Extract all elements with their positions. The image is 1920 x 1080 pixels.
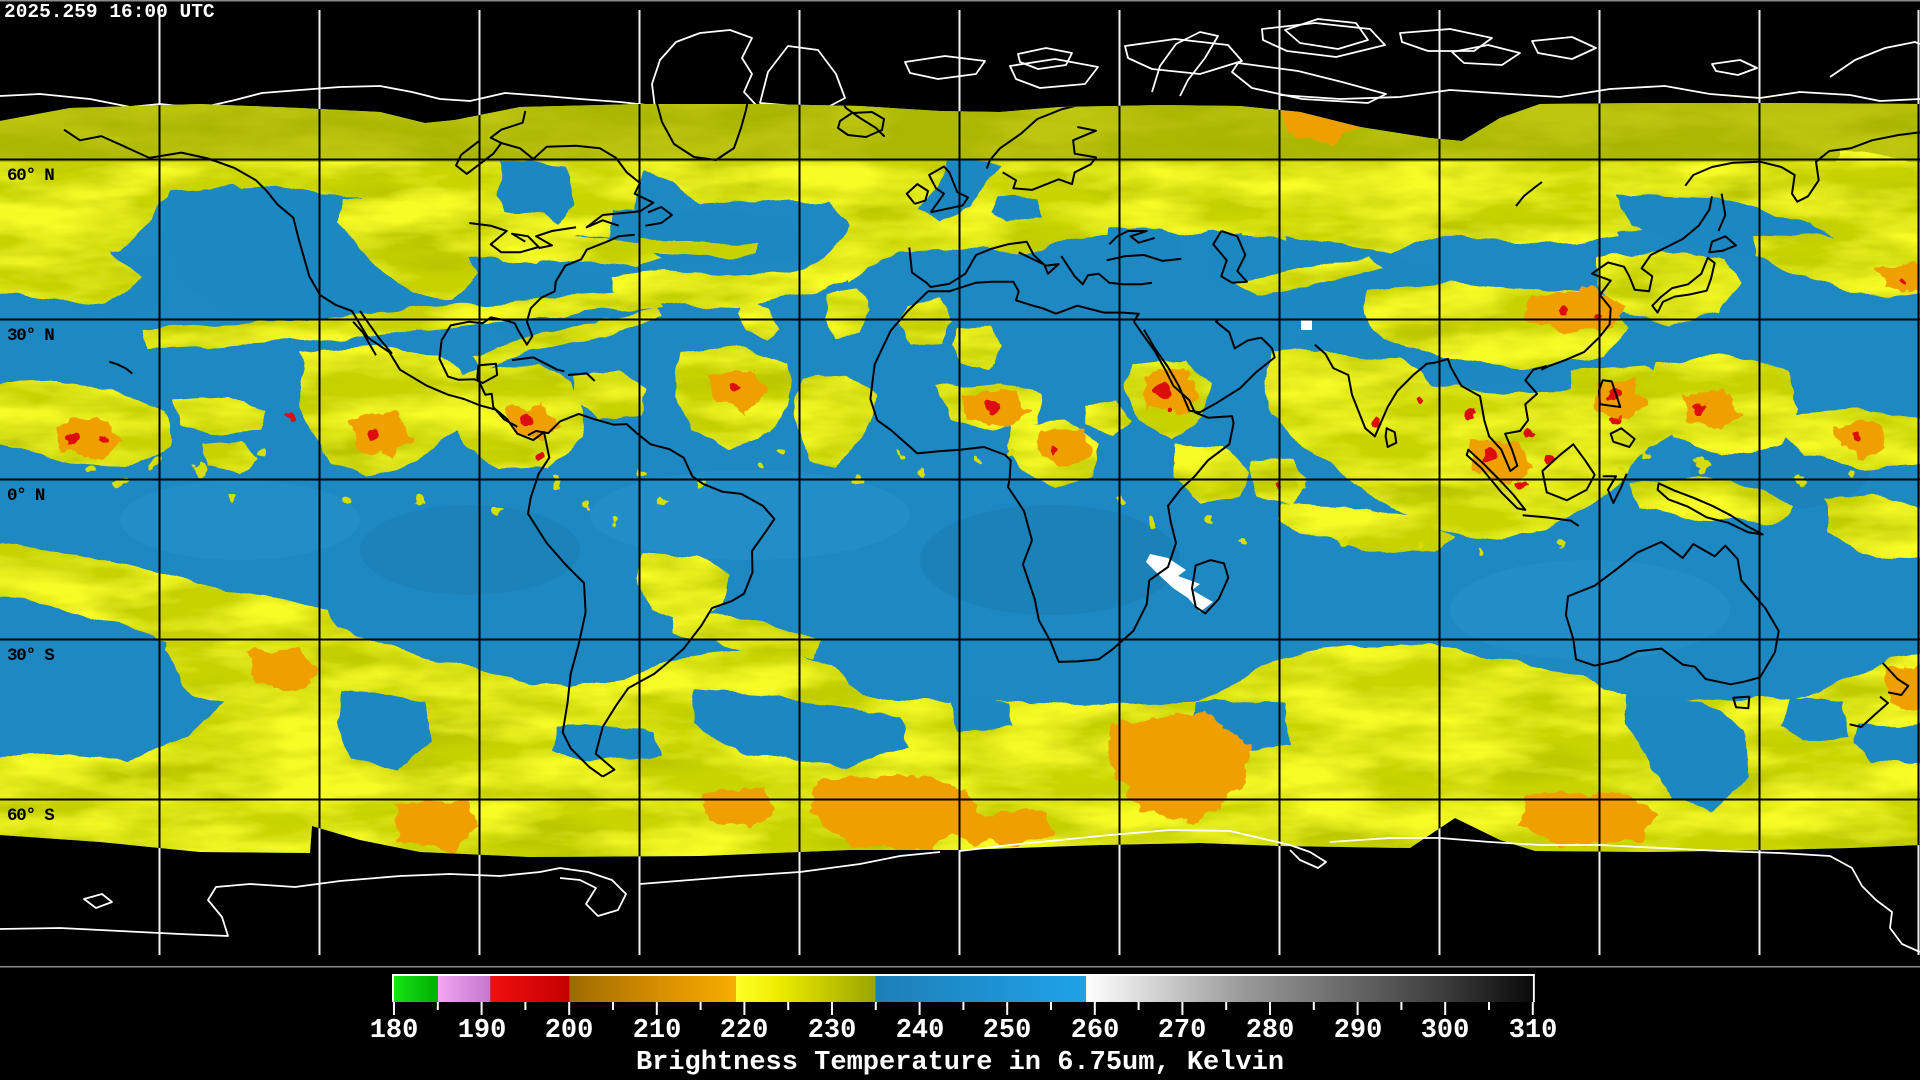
svg-text:300: 300 [1421, 1016, 1470, 1046]
svg-text:60° S: 60° S [7, 806, 54, 826]
svg-text:30° N: 30° N [7, 326, 54, 346]
svg-text:210: 210 [633, 1016, 682, 1046]
svg-text:240: 240 [896, 1016, 945, 1046]
svg-text:250: 250 [983, 1016, 1032, 1046]
svg-text:200: 200 [545, 1016, 594, 1046]
svg-text:230: 230 [808, 1016, 857, 1046]
svg-text:220: 220 [720, 1016, 769, 1046]
svg-text:310: 310 [1509, 1016, 1558, 1046]
svg-text:Brightness Temperature in 6.75: Brightness Temperature in 6.75um, Kelvin [636, 1048, 1284, 1078]
svg-text:280: 280 [1246, 1016, 1295, 1046]
svg-text:270: 270 [1158, 1016, 1207, 1046]
svg-text:180: 180 [370, 1016, 419, 1046]
svg-text:260: 260 [1071, 1016, 1120, 1046]
svg-text:2025.259 16:00 UTC: 2025.259 16:00 UTC [4, 1, 215, 23]
svg-text:290: 290 [1334, 1016, 1383, 1046]
svg-text:190: 190 [458, 1016, 507, 1046]
svg-text:60° N: 60° N [7, 166, 54, 186]
svg-text:30° S: 30° S [7, 646, 54, 666]
svg-text:0° N: 0° N [7, 486, 45, 506]
